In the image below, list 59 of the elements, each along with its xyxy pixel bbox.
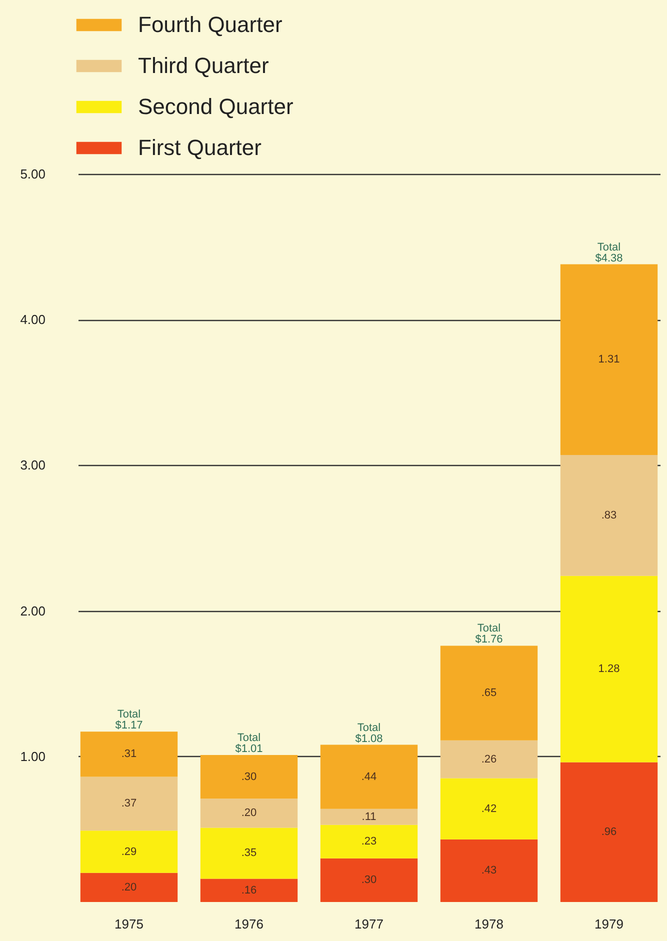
x-tick-label: 1978 [474,916,504,932]
total-label: Total $1.08 [355,722,383,745]
bar [560,576,658,762]
y-tick-label: 4.00 [20,312,46,328]
total-label: Total $1.01 [235,732,263,755]
data-label: .83 [601,509,617,522]
x-tick-label: 1977 [354,916,384,932]
data-label: .16 [241,884,257,896]
legend-label: Third Quarter [138,53,269,78]
bar [80,872,178,902]
data-label: .30 [361,874,377,886]
data-label: .31 [121,748,137,760]
total-label: Total $1.76 [475,622,503,646]
bar [80,830,178,873]
data-label: .11 [362,810,376,823]
bar [560,455,658,576]
bar [80,732,178,777]
data-label: .26 [481,753,497,766]
bar [320,824,418,858]
bar [560,762,658,902]
bar [200,754,298,799]
data-label: .96 [601,826,617,838]
data-label: .20 [121,881,137,894]
legend-label: Fourth Quarter [138,12,282,37]
bar [440,740,538,778]
data-label: .20 [241,807,257,820]
total-label: Total $4.38 [595,241,623,264]
x-tick-label: 1976 [234,916,264,932]
x-tick-label: 1979 [594,916,624,932]
total-label: Total $1.17 [115,708,143,732]
bar [200,798,298,828]
y-tick-label: 2.00 [20,603,46,618]
data-label: .65 [481,687,497,700]
bar [200,878,298,902]
bar [320,744,418,809]
bar [320,808,418,825]
bar [200,828,298,879]
data-label: .37 [121,798,137,810]
bar [440,778,538,840]
y-tick-label: 5.00 [20,166,46,182]
data-label: .35 [241,847,257,860]
bar [80,776,178,831]
data-label: .30 [241,770,257,783]
bar [440,646,538,740]
bar [440,839,538,902]
y-tick-label: 1.00 [20,748,46,764]
legend-label: Second Quarter [138,94,294,119]
data-label: .29 [121,846,137,858]
data-label: .43 [481,864,497,877]
x-tick-label: 1975 [114,916,144,932]
data-label: .42 [481,802,497,815]
bar [320,858,418,902]
bar [560,264,658,456]
y-tick-label: 3.00 [20,458,46,473]
data-label: .44 [361,770,377,783]
data-label: .23 [361,836,377,848]
legend-label: First Quarter [138,135,262,160]
data-label: 1.28 [598,663,620,676]
data-label: 1.31 [598,354,620,366]
